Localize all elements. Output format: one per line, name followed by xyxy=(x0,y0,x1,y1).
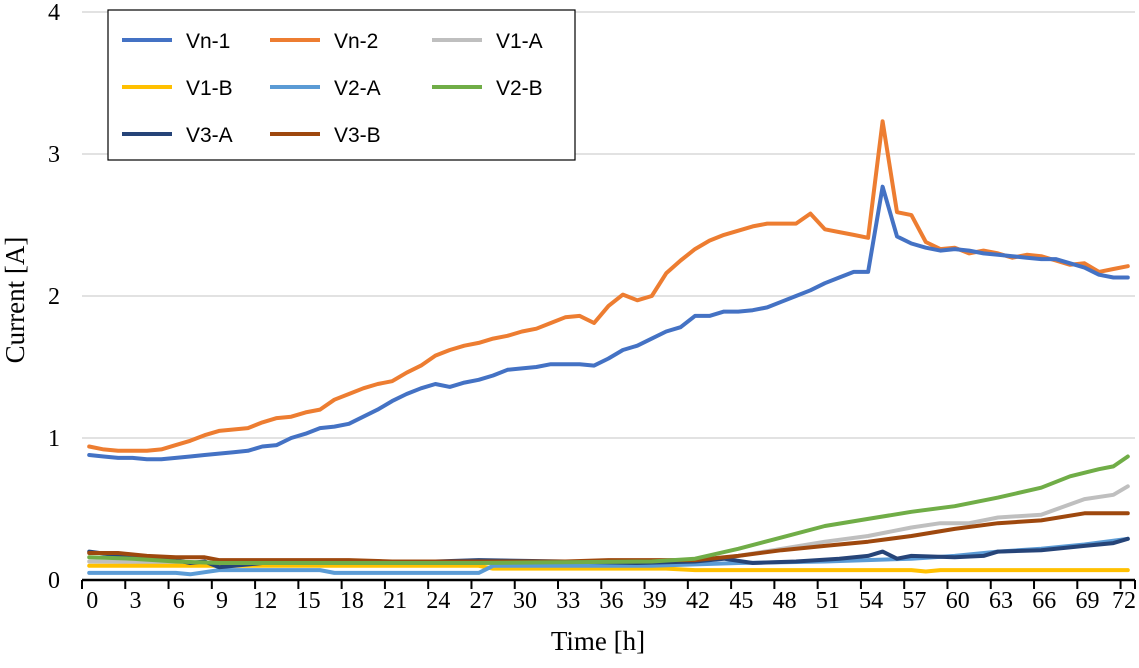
x-tick-label: 48 xyxy=(773,588,797,614)
x-tick-label: 3 xyxy=(129,588,141,614)
legend-item: V1-A xyxy=(432,30,543,53)
x-tick-label: 21 xyxy=(383,588,407,614)
x-tick-label: 63 xyxy=(989,588,1013,614)
x-tick-label: 69 xyxy=(1076,588,1100,614)
legend-label: V2-B xyxy=(496,77,543,100)
y-tick-label: 1 xyxy=(48,426,60,452)
x-tick-label: 24 xyxy=(426,588,450,614)
x-tick-label: 27 xyxy=(470,588,494,614)
x-tick-label: 18 xyxy=(340,588,364,614)
x-tick-label: 60 xyxy=(946,588,970,614)
x-tick-label: 0 xyxy=(86,588,98,614)
legend-label: V1-A xyxy=(496,30,543,53)
series-line-vn-2 xyxy=(87,119,1130,453)
legend: Vn-1 Vn-2 V1-A V1-B V2-A V2-B V3-A V3-B xyxy=(107,9,576,161)
legend-label: Vn-1 xyxy=(186,30,230,53)
x-tick-label: 6 xyxy=(173,588,185,614)
x-axis: 0 3 6 9 12 15 18 21 24 27 30 33 36 39 42 45 48 51 54 57 60 63… xyxy=(81,578,1136,614)
x-tick-label: 42 xyxy=(686,588,710,614)
x-tick-label: 30 xyxy=(513,588,537,614)
legend-item: V1-B xyxy=(122,77,233,100)
legend-label: V2-A xyxy=(334,77,381,100)
x-tick-label: 9 xyxy=(216,588,228,614)
x-tick-label: 39 xyxy=(643,588,667,614)
legend-item: V2-A xyxy=(270,77,381,100)
x-axis-label: Time [h] xyxy=(551,626,645,656)
x-tick-label: 51 xyxy=(816,588,840,614)
series-line-v3-b xyxy=(87,511,1130,564)
x-tick-label: 45 xyxy=(729,588,753,614)
x-tick-label: 72 xyxy=(1112,588,1136,614)
legend-label: Vn-2 xyxy=(334,30,378,53)
y-axis-ticks: 0 1 2 3 4 xyxy=(48,0,60,594)
y-axis-label: Current [A] xyxy=(0,237,30,364)
x-tick-label: 12 xyxy=(253,588,277,614)
legend-label: V1-B xyxy=(186,77,233,100)
series-line-v2-b xyxy=(87,454,1130,565)
x-tick-label: 57 xyxy=(902,588,926,614)
y-tick-label: 2 xyxy=(48,284,60,310)
x-tick-label: 66 xyxy=(1032,588,1056,614)
legend-label: V3-A xyxy=(186,124,233,147)
series-lines xyxy=(87,119,1130,577)
legend-item: V2-B xyxy=(432,77,543,100)
y-tick-label: 0 xyxy=(48,568,60,594)
legend-item: Vn-2 xyxy=(270,30,378,53)
legend-label: V3-B xyxy=(334,124,381,147)
series-line-v1-b xyxy=(87,563,1130,574)
legend-item: V3-B xyxy=(270,124,381,147)
legend-item: Vn-1 xyxy=(122,30,230,53)
legend-box xyxy=(107,9,576,161)
x-tick-label: 36 xyxy=(600,588,624,614)
legend-item: V3-A xyxy=(122,124,233,147)
y-tick-label: 3 xyxy=(48,142,60,168)
x-tick-label: 15 xyxy=(297,588,321,614)
y-tick-label: 4 xyxy=(48,0,60,26)
x-tick-label: 54 xyxy=(859,588,883,614)
series-line-vn-1 xyxy=(87,184,1130,462)
x-tick-label: 33 xyxy=(556,588,580,614)
